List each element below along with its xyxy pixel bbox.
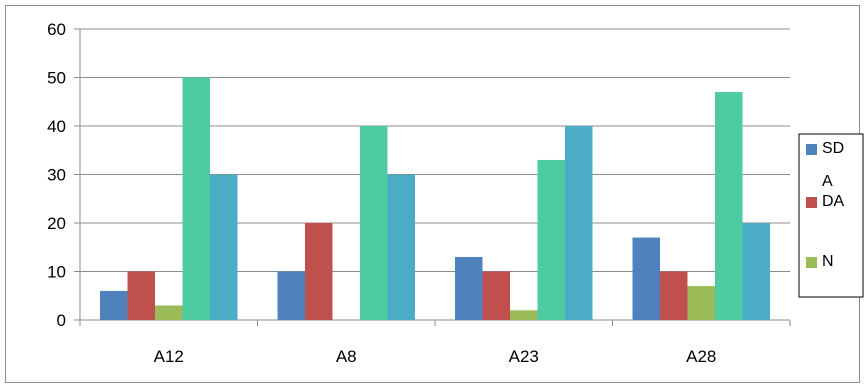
legend-swatch-n bbox=[806, 257, 817, 268]
x-tick-label: A23 bbox=[509, 347, 539, 366]
legend-overflow-label: A bbox=[822, 173, 833, 190]
bar-series-4-a28 bbox=[715, 92, 743, 320]
bar-da-a8 bbox=[305, 223, 333, 320]
bar-sd-a28 bbox=[632, 237, 660, 320]
bar-series-5-a28 bbox=[742, 223, 770, 320]
legend-label-da: DA bbox=[822, 193, 845, 210]
y-tick-label: 10 bbox=[47, 263, 66, 282]
bars bbox=[100, 77, 770, 320]
legend-swatch-da bbox=[806, 197, 817, 208]
legend-label-n: N bbox=[822, 253, 834, 270]
bar-n-a23 bbox=[510, 310, 538, 320]
y-tick-label: 30 bbox=[47, 166, 66, 185]
y-tick-label: 60 bbox=[47, 20, 66, 39]
bar-n-a28 bbox=[687, 286, 715, 320]
y-tick-label: 20 bbox=[47, 214, 66, 233]
bar-series-5-a12 bbox=[210, 174, 238, 320]
x-tick-label: A8 bbox=[336, 347, 357, 366]
bar-sd-a12 bbox=[100, 290, 128, 320]
y-tick-label: 40 bbox=[47, 117, 66, 136]
bar-series-5-a23 bbox=[565, 126, 593, 320]
y-axis-tick-labels: 0 10 20 30 40 50 60 bbox=[47, 20, 66, 330]
bar-series-4-a23 bbox=[537, 159, 565, 320]
x-axis-tick-labels: A12 A8 A23 A28 bbox=[154, 347, 717, 366]
bar-sd-a23 bbox=[455, 256, 483, 320]
bar-da-a28 bbox=[660, 271, 688, 320]
legend: SD DA N A bbox=[798, 133, 864, 298]
bar-sd-a8 bbox=[277, 271, 305, 320]
bar-series-4-a12 bbox=[182, 77, 210, 320]
bar-series-4-a8 bbox=[360, 126, 388, 320]
legend-swatch-sd bbox=[806, 144, 817, 155]
y-tick-label: 50 bbox=[47, 69, 66, 88]
bar-n-a12 bbox=[155, 305, 183, 320]
x-tick-label: A12 bbox=[154, 347, 184, 366]
bar-series-5-a8 bbox=[387, 174, 415, 320]
bar-da-a23 bbox=[482, 271, 510, 320]
x-tick-label: A28 bbox=[686, 347, 716, 366]
legend-box bbox=[798, 133, 864, 298]
bar-da-a12 bbox=[127, 271, 155, 320]
legend-label-sd: SD bbox=[822, 140, 844, 157]
y-tick-label: 0 bbox=[57, 311, 66, 330]
